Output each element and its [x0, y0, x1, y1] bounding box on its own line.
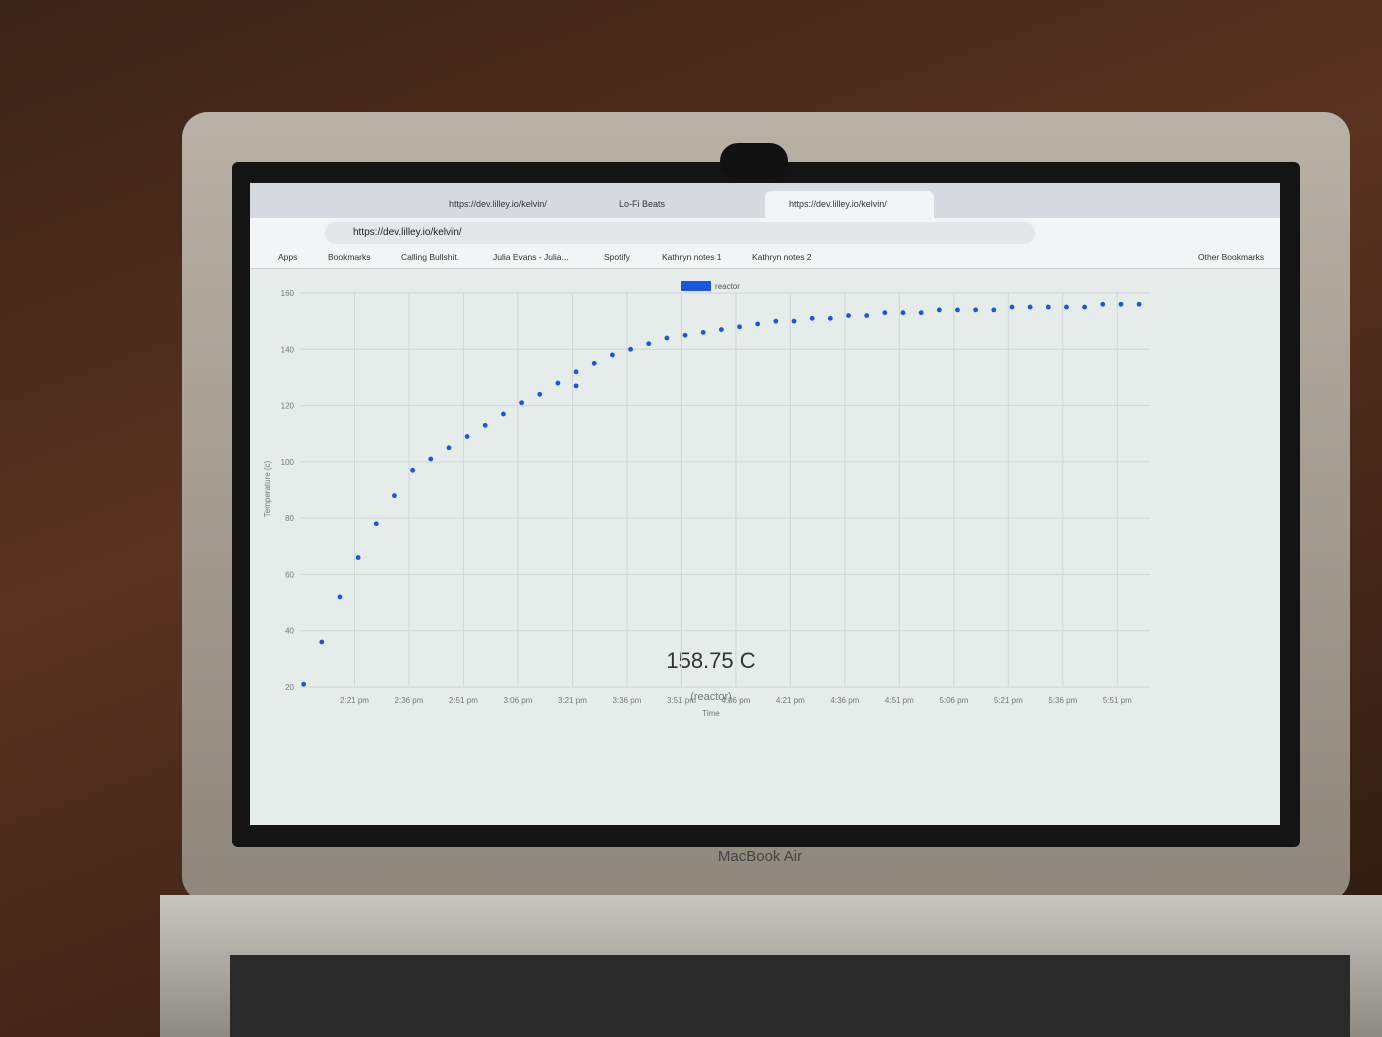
data-point [773, 318, 779, 324]
data-point [991, 307, 997, 313]
data-point [737, 324, 742, 330]
bookmark[interactable]: Calling Bullshit. [401, 252, 460, 262]
data-point [936, 307, 942, 313]
readout-sensor: (reactor) [690, 691, 732, 703]
data-point [609, 352, 615, 358]
data-point [319, 639, 325, 645]
bookmark[interactable]: Other Bookmarks [1198, 252, 1265, 262]
data-point [755, 321, 761, 327]
data-point [1118, 301, 1124, 307]
data-point [482, 422, 488, 428]
legend-label: reactor [715, 282, 740, 291]
y-tick-label: 140 [281, 345, 295, 354]
x-tick-label: 3:06 pm [503, 696, 532, 705]
y-tick-label: 100 [281, 458, 295, 467]
bookmark[interactable]: Bookmarks [328, 252, 371, 262]
data-point [646, 341, 652, 347]
y-tick-label: 80 [285, 514, 294, 523]
data-point [1009, 304, 1015, 310]
tab[interactable]: https://dev.lilley.io/kelvin/ [765, 191, 934, 218]
x-tick-label: 5:51 pm [1103, 696, 1132, 705]
data-point [355, 555, 361, 560]
x-tick-label: 2:51 pm [449, 696, 478, 705]
x-tick-label: 5:36 pm [1048, 696, 1077, 705]
data-point [1100, 301, 1106, 307]
data-point [301, 681, 307, 687]
data-point [1027, 304, 1033, 310]
bookmarks-bar: Apps Bookmarks Calling Bullshit. Julia E… [250, 248, 1280, 269]
bookmark[interactable]: Kathryn notes 2 [752, 252, 812, 262]
data-point [628, 346, 633, 352]
data-point [573, 369, 579, 375]
data-point [718, 327, 724, 332]
data-point [591, 360, 597, 366]
x-tick-label: 3:36 pm [612, 696, 641, 705]
x-tick-label: 4:06 pm [721, 696, 750, 705]
x-tick-label: 4:21 pm [776, 696, 805, 705]
bookmark[interactable]: Kathryn notes 1 [662, 252, 722, 262]
data-point [900, 310, 906, 316]
data-point [955, 307, 960, 313]
x-tick-label: 2:21 pm [340, 696, 369, 705]
x-axis-label: Time [702, 709, 720, 718]
data-point [973, 307, 979, 313]
data-point [392, 493, 397, 499]
x-tick-label: 5:06 pm [939, 696, 968, 705]
x-tick-label: 5:21 pm [994, 696, 1023, 705]
data-point [519, 400, 524, 406]
model-name: MacBook Air [717, 848, 803, 865]
data-point [573, 383, 579, 389]
address-bar[interactable]: https://dev.lilley.io/kelvin/ [325, 222, 1035, 244]
data-point [864, 313, 870, 318]
data-point [1064, 304, 1069, 310]
data-point [464, 434, 470, 439]
data-point [791, 318, 797, 324]
data-point [1082, 304, 1088, 310]
chart: 158.75 C (reactor) Time Temperature (c) … [263, 281, 1150, 718]
tab[interactable]: https://dev.lilley.io/kelvin/ [449, 199, 547, 209]
data-point [827, 315, 833, 321]
legend-swatch [681, 281, 711, 291]
toolbar: https://dev.lilley.io/kelvin/ [250, 218, 1280, 248]
y-tick-label: 40 [285, 627, 294, 636]
y-tick-label: 20 [285, 683, 294, 692]
data-point [1136, 301, 1142, 307]
data-point [682, 332, 688, 338]
data-point [501, 411, 506, 417]
screen: https://dev.lilley.io/kelvin/ Lo-Fi Beat… [250, 183, 1280, 825]
webcam-cover [720, 143, 788, 179]
x-tick-label: 2:36 pm [395, 696, 424, 705]
data-point [918, 310, 924, 316]
data-point [373, 521, 379, 527]
data-point [537, 391, 543, 397]
x-tick-label: 4:36 pm [830, 696, 859, 705]
readout-value: 158.75 C [666, 648, 755, 673]
data-point [700, 330, 706, 335]
data-point [428, 456, 434, 462]
bookmark[interactable]: Spotify [604, 252, 630, 262]
data-point [809, 315, 815, 321]
tab[interactable]: Lo-Fi Beats [619, 199, 666, 209]
y-tick-label: 60 [285, 570, 294, 579]
data-point [1045, 304, 1051, 310]
x-tick-label: 3:51 pm [667, 696, 696, 705]
data-point [410, 467, 416, 473]
y-tick-label: 160 [281, 289, 295, 298]
keyboard [230, 955, 1350, 1037]
y-tick-label: 120 [281, 402, 295, 411]
data-point [664, 335, 670, 341]
x-tick-label: 3:21 pm [558, 696, 587, 705]
bookmark[interactable]: Apps [278, 252, 298, 262]
data-point [555, 380, 561, 386]
tab-bar: https://dev.lilley.io/kelvin/ Lo-Fi Beat… [250, 183, 1280, 218]
data-point [446, 445, 452, 451]
y-axis-label: Temperature (c) [263, 460, 272, 517]
bookmark[interactable]: Julia Evans - Julia... [493, 252, 569, 262]
data-point [882, 310, 888, 316]
data-point [337, 594, 343, 600]
x-tick-label: 4:51 pm [885, 696, 914, 705]
data-point [846, 313, 851, 318]
